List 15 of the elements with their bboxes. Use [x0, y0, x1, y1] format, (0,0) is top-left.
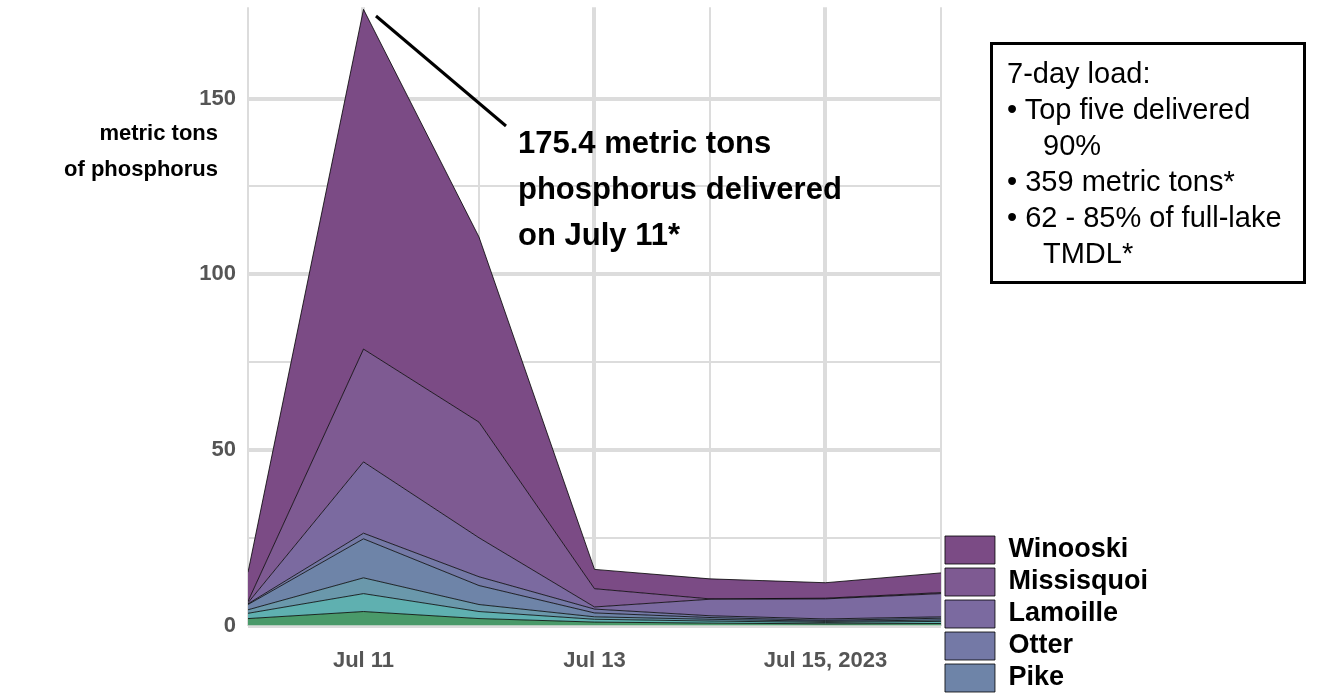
text: 7-day load: • Top five delivered 90% • 359 metric tons* • 62 - 85% of full-lake TMDL* — [1007, 56, 1283, 271]
y-tick-label: 50 — [211, 435, 236, 461]
y-axis-title: metric tons of phosphorus — [64, 120, 218, 182]
x-tick-label: Jul 13 — [563, 646, 626, 672]
y-tick-label: 100 — [199, 260, 236, 286]
legend-label: Missisquoi — [1008, 565, 1149, 596]
legend-label: Lamoille — [1008, 597, 1119, 628]
annotation: 175.4 metric tons phosphorus delivered on July 11* — [518, 124, 842, 254]
legend-label: Otter — [1008, 629, 1074, 660]
y-tick-label: 150 — [199, 84, 236, 110]
x-tick-label: Jul 15, 2023 — [763, 646, 888, 672]
y-tick-label: 0 — [223, 611, 236, 637]
x-tick-label: Jul 11 — [332, 646, 395, 672]
legend-label: Winooski — [1008, 533, 1129, 564]
legend-label: Pike — [1008, 661, 1065, 692]
